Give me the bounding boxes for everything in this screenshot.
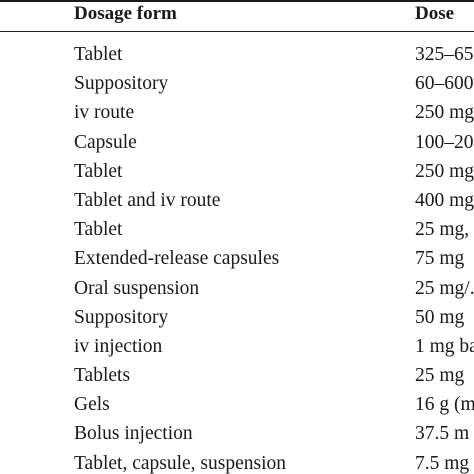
dosage-form-cell: Tablet [74,219,123,241]
table-row: Tablets 25 mg [0,363,474,392]
dosage-form-cell: Extended-release capsules [74,248,280,270]
table-row: iv injection 1 mg ba [0,334,474,363]
dosage-form-cell: Tablet, capsule, suspension [74,452,287,474]
dose-cell: 325–65 [415,44,474,65]
table-row: Capsule 100–20 [0,130,474,159]
table-row: Tablet 325–65 [0,42,474,71]
table-header-rule [0,31,474,33]
header-dosage-form: Dosage form [74,3,177,24]
dosage-form-cell: Suppository [74,306,169,328]
table-row: Bolus injection 37.5 m [0,421,474,450]
dose-cell: 100–20 [415,131,474,153]
dosage-form-cell: Tablet and iv route [74,189,221,211]
dosage-form-cell: Tablet [74,160,123,182]
dosage-form-cell: Capsule [74,131,137,153]
header-dose: Dose [415,3,455,24]
dose-cell: 75 mg [415,248,465,270]
dose-cell: 250 mg [415,160,474,182]
table-row: Extended-release capsules 75 mg [0,246,474,275]
dose-cell: 7.5 mg [415,452,470,474]
dose-cell: 16 g (m [415,394,474,416]
table-row: Tablet 25 mg, [0,217,474,246]
dosage-form-cell: Bolus injection [74,423,193,445]
dosage-form-cell: Oral suspension [74,277,200,299]
table-row: Tablet and iv route 400 mg [0,188,474,217]
table-row: Oral suspension 25 mg/. [0,276,474,305]
dose-cell: 250 mg [415,102,474,124]
dose-cell: 25 mg [415,365,465,387]
table-row: Suppository 50 mg [0,305,474,334]
table-row: Tablet 250 mg [0,159,474,188]
dosage-form-cell: Tablet [74,44,123,65]
table-row: Gels 16 g (m [0,392,474,421]
dose-cell: 25 mg, [415,219,470,241]
table-body: Tablet 325–65 Suppository 60–600 iv rout… [0,42,474,474]
dose-cell: 60–600 [415,73,474,95]
table-header-row: Dosage form Dose [0,0,474,30]
dose-cell: 1 mg ba [415,335,474,357]
dosage-form-cell: Gels [74,394,110,416]
table-row: iv route 250 mg [0,100,474,129]
dose-cell: 50 mg [415,306,465,328]
table-top-rule [0,0,474,2]
dosage-form-cell: iv injection [74,335,163,357]
table-row: Suppository 60–600 [0,71,474,100]
dosage-form-cell: Suppository [74,73,169,95]
dosage-form-cell: iv route [74,102,135,124]
dose-cell: 25 mg/. [415,277,474,299]
table-row: Tablet, capsule, suspension 7.5 mg [0,451,474,474]
dose-cell: 37.5 m [415,423,470,445]
dosage-form-cell: Tablets [74,365,131,387]
dose-cell: 400 mg [415,189,474,211]
